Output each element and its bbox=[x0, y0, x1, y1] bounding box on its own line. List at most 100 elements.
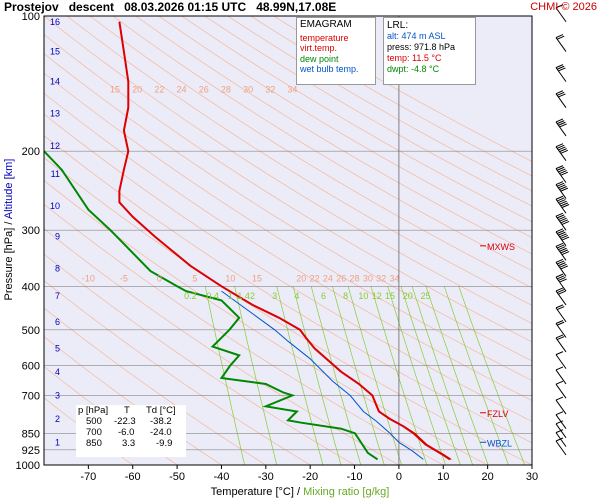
dry-adiabat-label: 30 bbox=[363, 273, 373, 283]
table-row: 500 -22.3 -38.2 bbox=[76, 416, 186, 427]
wind-barb bbox=[555, 258, 569, 277]
altitude-tick-label: 2 bbox=[55, 414, 60, 424]
x-tick-label: 10 bbox=[437, 471, 449, 483]
wind-barb-flag bbox=[555, 366, 564, 371]
altitude-tick-label: 6 bbox=[55, 317, 60, 327]
wind-barb-flag bbox=[555, 304, 564, 309]
dry-adiabat-label: 34 bbox=[389, 273, 399, 283]
wind-barb-flag bbox=[557, 289, 565, 294]
altitude-tick-label: 8 bbox=[55, 263, 60, 273]
wind-barb-flag bbox=[558, 262, 566, 267]
y-axis-title: Pressure [hPa] / Altitude [km] bbox=[3, 159, 15, 301]
wind-barb-flag bbox=[557, 144, 565, 149]
wind-barb-flag bbox=[558, 184, 566, 189]
pressure-tick-label: 1000 bbox=[16, 460, 40, 472]
wind-barb-flag bbox=[555, 320, 564, 324]
wind-barb-flag bbox=[558, 216, 566, 220]
dry-adiabat-label: 22 bbox=[310, 273, 320, 283]
legend-item-dew-point: dew point bbox=[300, 53, 339, 64]
wind-barb bbox=[555, 4, 567, 23]
wind-barb-flag bbox=[555, 242, 564, 247]
wind-barb-flag bbox=[561, 236, 570, 241]
wind-barb-flag bbox=[555, 258, 564, 263]
wind-barb-flag bbox=[557, 306, 565, 310]
pressure-tick-label: 400 bbox=[22, 281, 40, 293]
wind-barb-flag bbox=[559, 148, 567, 153]
wind-barb-flag bbox=[555, 396, 564, 401]
plot-lines bbox=[44, 16, 532, 465]
table-row: 850 3.3 -9.9 bbox=[76, 438, 186, 449]
dry-adiabat-label: 32 bbox=[376, 273, 386, 283]
altitude-tick-label: 10 bbox=[50, 201, 60, 211]
altitude-tick-label: 12 bbox=[50, 141, 60, 151]
wind-barb bbox=[555, 351, 567, 369]
altitude-tick-label: 14 bbox=[50, 77, 60, 87]
dry-adiabat-label: -5 bbox=[120, 273, 128, 283]
wind-barb-staff bbox=[555, 432, 567, 447]
legend-item-temperature: temperature bbox=[300, 32, 349, 43]
marker-wbzl: WBZL bbox=[487, 438, 512, 448]
wind-barb-flag bbox=[558, 93, 566, 98]
x-tick-label: -70 bbox=[80, 471, 96, 483]
wind-barb bbox=[555, 118, 567, 137]
legend: EMAGRAM temperature virt.temp. dew point… bbox=[296, 17, 376, 85]
wind-barb-flag bbox=[560, 187, 569, 192]
dry-adiabat-label: 24 bbox=[177, 84, 187, 94]
wind-barb-flag bbox=[555, 411, 564, 416]
wind-barb-flag bbox=[557, 260, 565, 265]
sounding-datetime: 08.03.2026 01:15 UTC bbox=[124, 0, 247, 14]
wind-barb bbox=[555, 143, 569, 161]
table-header-row: p [hPa] T Td [°C] bbox=[76, 405, 186, 416]
dry-adiabat bbox=[158, 16, 532, 239]
mixing-ratio-label: 3 bbox=[272, 291, 277, 301]
mixing-ratio-label: 20 bbox=[403, 291, 413, 301]
wind-barb-flag bbox=[558, 199, 566, 204]
wind-barb-flag bbox=[559, 247, 567, 252]
table-cell: -9.9 bbox=[156, 438, 173, 449]
wind-barb-staff bbox=[555, 337, 567, 353]
wind-barb-flag bbox=[558, 146, 566, 151]
wind-barb-staff bbox=[555, 168, 567, 183]
wind-barb-flag bbox=[559, 170, 567, 175]
wind-barb-flag bbox=[558, 67, 566, 72]
wind-barb-flag bbox=[559, 217, 567, 222]
dry-adiabat bbox=[66, 16, 532, 306]
dry-adiabat bbox=[44, 72, 532, 381]
mixing-ratio-label: 0.2 bbox=[184, 291, 197, 301]
pressure-tick-label: 925 bbox=[22, 445, 40, 457]
dry-adiabat-label: 0 bbox=[157, 273, 162, 283]
altitude-tick-label: 15 bbox=[50, 47, 60, 57]
wind-barb-staff bbox=[555, 184, 567, 199]
pressure-tick-label: 200 bbox=[22, 146, 40, 158]
wind-barb-flag bbox=[555, 287, 564, 292]
wind-barb-flag bbox=[559, 186, 567, 190]
wind-barb-staff bbox=[555, 231, 567, 247]
dry-adiabat bbox=[181, 16, 532, 223]
altitude-tick-label: 7 bbox=[55, 291, 60, 301]
wind-barb-flag bbox=[557, 275, 565, 280]
mixing-ratio-label: 4 bbox=[294, 291, 299, 301]
wind-barb-flag bbox=[555, 34, 564, 39]
dry-adiabat-label: 20 bbox=[132, 84, 142, 94]
legend-title: EMAGRAM bbox=[300, 19, 352, 30]
dry-adiabat-label: 24 bbox=[323, 273, 333, 283]
series-virt-temp bbox=[118, 21, 452, 460]
altitude-tick-label: 3 bbox=[55, 390, 60, 400]
dry-adiabat-label: 26 bbox=[336, 273, 346, 283]
wind-barb-flag bbox=[555, 420, 564, 425]
wind-barb-staff bbox=[555, 7, 567, 23]
dry-adiabat bbox=[89, 16, 532, 289]
sounding-mode: descent bbox=[68, 0, 115, 14]
dry-adiabat bbox=[44, 53, 532, 362]
plot-frame bbox=[43, 15, 533, 466]
pressure-tick-label: 600 bbox=[22, 360, 40, 372]
dry-adiabat-label: 34 bbox=[287, 84, 297, 94]
wind-barb-staff bbox=[555, 307, 567, 323]
mixing-ratio-label: 8 bbox=[343, 291, 348, 301]
wind-barb-flag bbox=[555, 4, 564, 9]
wind-barb-flag bbox=[559, 200, 567, 205]
y-axis-label: Pressure [hPa] / bbox=[3, 221, 15, 301]
wind-barb-flag bbox=[555, 429, 564, 434]
x-tick-label: 0 bbox=[396, 471, 402, 483]
wind-barb-flag bbox=[558, 231, 566, 236]
